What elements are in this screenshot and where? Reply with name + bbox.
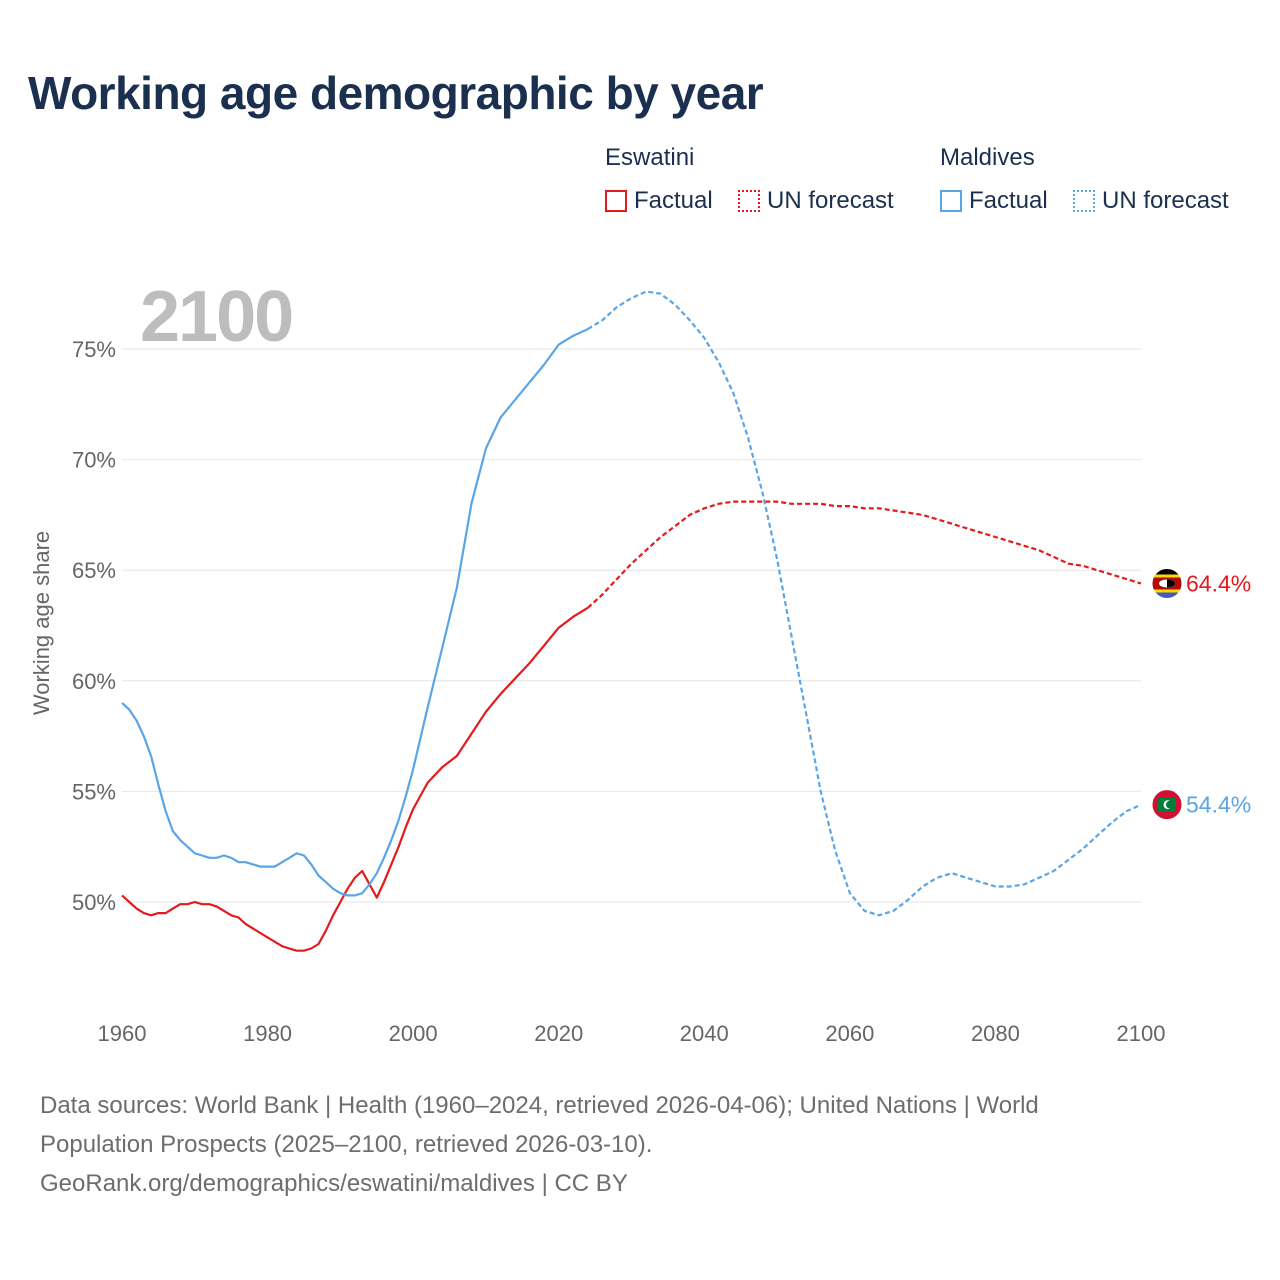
current-year-label: 2100 bbox=[140, 277, 294, 357]
chart-title: Working age demographic by year bbox=[28, 67, 764, 119]
series-line-maldives-forecast bbox=[587, 290, 1142, 917]
legend-swatch-dotted bbox=[738, 190, 760, 212]
series-line-maldives-factual bbox=[121, 328, 589, 897]
legend-label: Factual bbox=[969, 187, 1048, 214]
legend-swatch-solid bbox=[605, 190, 627, 212]
legend-eswatini-factual[interactable]: Factual bbox=[605, 186, 713, 216]
legend-maldives-factual[interactable]: Factual bbox=[940, 186, 1048, 216]
footer-attribution: GeoRank.org/demographics/eswatini/maldiv… bbox=[40, 1170, 628, 1197]
x-tick-label: 2040 bbox=[680, 1021, 729, 1046]
legend-group-maldives: Maldives bbox=[940, 144, 1035, 171]
x-tick-label: 1980 bbox=[243, 1021, 292, 1046]
x-tick-label: 1960 bbox=[98, 1021, 147, 1046]
x-tick-label: 2000 bbox=[389, 1021, 438, 1046]
y-tick-label: 50% bbox=[72, 890, 116, 915]
end-value-label-maldives: 54.4% bbox=[1186, 792, 1251, 818]
footer-sources-line2: Population Prospects (2025–2100, retriev… bbox=[40, 1131, 653, 1158]
line-chart: 50% 55% 60% 65% 70% 75% 1960 1980 2000 2020 2040 20… bbox=[72, 290, 1251, 1046]
maldives-flag-icon bbox=[1151, 789, 1183, 821]
footer: Data sources: World Bank | Health (1960–… bbox=[40, 1086, 1220, 1203]
y-tick-label: 65% bbox=[72, 558, 116, 583]
series-line-eswatini-factual bbox=[121, 606, 589, 952]
legend-maldives-forecast[interactable]: UN forecast bbox=[1073, 186, 1229, 216]
legend-group-eswatini: Eswatini bbox=[605, 144, 695, 171]
y-tick-label: 70% bbox=[72, 448, 116, 473]
legend-swatch-solid bbox=[940, 190, 962, 212]
end-value-label-eswatini: 64.4% bbox=[1186, 570, 1251, 596]
x-tick-label: 2100 bbox=[1117, 1021, 1166, 1046]
x-tick-label: 2020 bbox=[534, 1021, 583, 1046]
footer-sources-line1: Data sources: World Bank | Health (1960–… bbox=[40, 1092, 1039, 1119]
x-tick-label: 2060 bbox=[825, 1021, 874, 1046]
legend-swatch-dotted bbox=[1073, 190, 1095, 212]
legend-label: UN forecast bbox=[1102, 187, 1229, 214]
y-tick-label: 75% bbox=[72, 337, 116, 362]
series-line-eswatini-forecast bbox=[587, 500, 1142, 609]
y-tick-label: 55% bbox=[72, 779, 116, 804]
legend-label: Factual bbox=[634, 187, 713, 214]
eswatini-flag-icon bbox=[1151, 567, 1183, 599]
y-tick-label: 60% bbox=[72, 669, 116, 694]
legend-eswatini-forecast[interactable]: UN forecast bbox=[738, 186, 894, 216]
legend-label: UN forecast bbox=[767, 187, 894, 214]
x-tick-label: 2080 bbox=[971, 1021, 1020, 1046]
